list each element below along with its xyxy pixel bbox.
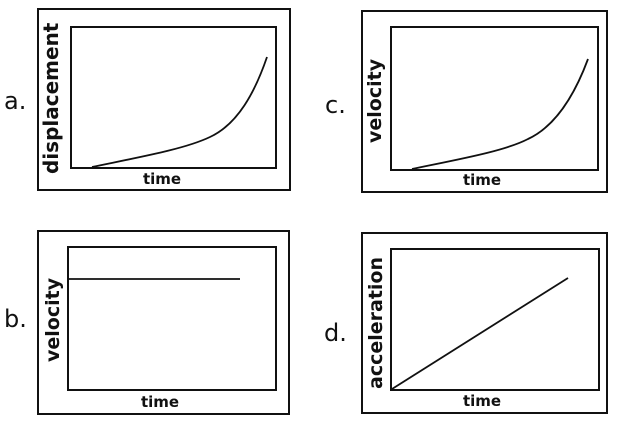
y-axis-label-d: acceleration <box>365 257 387 389</box>
velocity-curve-c <box>411 58 589 170</box>
acceleration-line-d <box>391 277 569 390</box>
x-axis-label-b: time <box>140 393 180 411</box>
x-axis-label-a: time <box>142 170 182 188</box>
plot-area-a <box>70 26 277 169</box>
option-letter-b: b. <box>4 305 27 333</box>
displacement-curve-a <box>91 56 268 168</box>
x-axis-label-c: time <box>462 171 502 189</box>
option-letter-c: c. <box>325 91 346 119</box>
option-letter-a: a. <box>4 87 27 115</box>
plot-area-b <box>67 246 277 391</box>
x-axis-label-d: time <box>462 392 502 410</box>
option-letter-d: d. <box>324 319 347 347</box>
plot-area-c <box>390 26 599 171</box>
